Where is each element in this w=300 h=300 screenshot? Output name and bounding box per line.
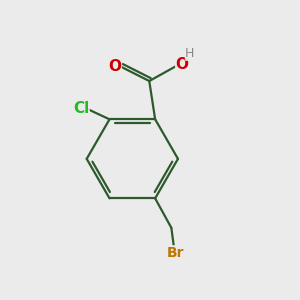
Text: Cl: Cl: [73, 100, 89, 116]
Text: O: O: [176, 57, 189, 72]
Text: H: H: [185, 47, 195, 60]
Text: Br: Br: [167, 246, 184, 260]
Text: O: O: [108, 58, 121, 74]
